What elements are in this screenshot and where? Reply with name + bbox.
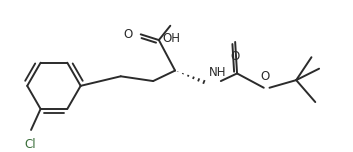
Text: NH: NH: [209, 66, 226, 79]
Text: OH: OH: [162, 32, 180, 45]
Text: O: O: [260, 70, 269, 83]
Text: O: O: [124, 28, 133, 41]
Text: Cl: Cl: [24, 138, 36, 151]
Text: O: O: [231, 50, 240, 63]
